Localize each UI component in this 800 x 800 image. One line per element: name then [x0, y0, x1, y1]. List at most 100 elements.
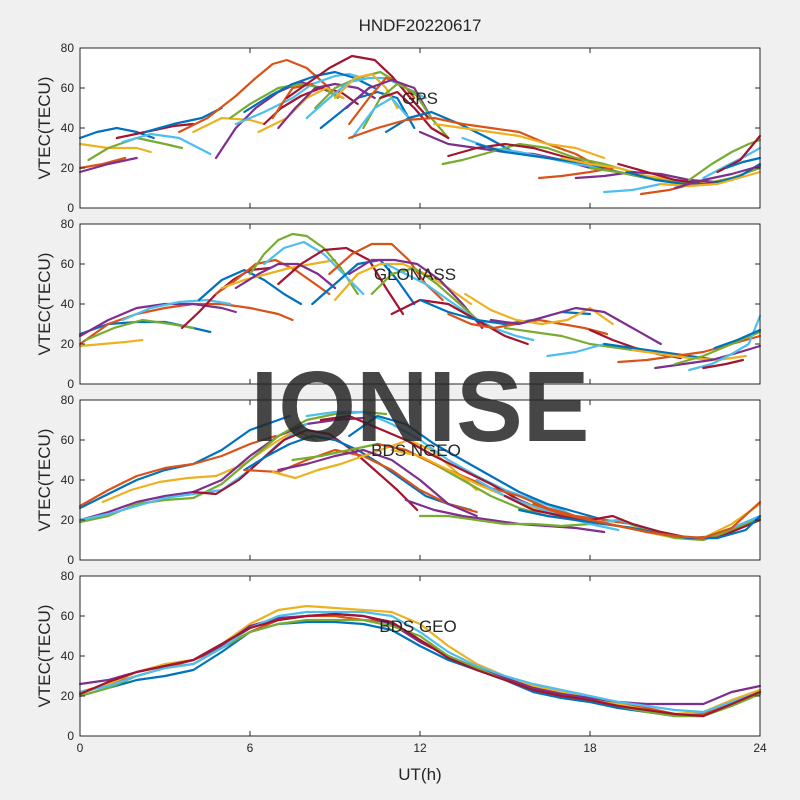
- series-line: [78, 156, 138, 174]
- series-line: [503, 326, 648, 354]
- y-tick-label: 80: [61, 569, 75, 583]
- y-axis-label: VTEC(TECU): [35, 253, 54, 356]
- panel-label: GPS: [402, 89, 438, 108]
- series-line: [489, 306, 662, 346]
- series-line: [234, 262, 337, 290]
- series-line: [345, 78, 433, 120]
- series-line: [724, 156, 762, 170]
- series-line: [192, 116, 266, 134]
- panel-2: 0 20 40 60 80 VTEC(TECU) BDS NGEO: [35, 393, 762, 567]
- series-line: [243, 434, 473, 512]
- y-axis-label: VTEC(TECU): [35, 605, 54, 708]
- y-tick-label: 0: [67, 377, 74, 391]
- y-tick-label: 40: [61, 121, 75, 135]
- y-tick-label: 20: [61, 513, 75, 527]
- y-axis-label: VTEC(TECU): [35, 429, 54, 532]
- series-line: [285, 54, 430, 120]
- series-line: [144, 106, 223, 134]
- series-line: [121, 298, 232, 322]
- series-line: [277, 82, 376, 130]
- series-line: [263, 240, 365, 296]
- series-line: [277, 448, 478, 518]
- y-tick-label: 80: [61, 393, 75, 407]
- series-line: [348, 258, 484, 330]
- y-tick-label: 20: [61, 161, 75, 175]
- series-line: [384, 262, 535, 342]
- series-line: [220, 258, 337, 290]
- x-tick-label: 12: [413, 741, 427, 755]
- series-line: [654, 344, 762, 370]
- y-tick-label: 60: [61, 81, 75, 95]
- series-line: [319, 90, 416, 130]
- series-line: [441, 142, 634, 174]
- series-line: [78, 126, 155, 140]
- y-tick-label: 0: [67, 553, 74, 567]
- series-line: [625, 162, 762, 186]
- series-line: [713, 328, 762, 350]
- series-line: [78, 612, 762, 718]
- y-tick-label: 0: [67, 729, 74, 743]
- series-line: [84, 318, 195, 342]
- series-line: [101, 428, 317, 504]
- series-line: [370, 266, 484, 326]
- series-line: [673, 164, 762, 190]
- x-tick-label: 24: [753, 741, 767, 755]
- series-line: [464, 292, 614, 326]
- series-line: [503, 494, 762, 540]
- figure-title: HNDF20220617: [359, 16, 482, 35]
- series-line: [197, 268, 303, 306]
- series-line: [688, 138, 762, 182]
- series-line: [78, 142, 152, 154]
- series-line: [702, 358, 745, 370]
- series-line: [702, 146, 762, 180]
- y-tick-label: 40: [61, 473, 75, 487]
- series-line: [277, 246, 405, 316]
- series-line: [688, 314, 762, 372]
- panel-3: 0 20 40 60 80 0 6 12 18 24 VTEC(TECU) BDS GEO: [35, 569, 767, 755]
- series-line: [350, 96, 410, 140]
- series-line: [631, 348, 747, 362]
- y-tick-label: 60: [61, 609, 75, 623]
- y-tick-label: 60: [61, 257, 75, 271]
- series-line: [248, 232, 359, 296]
- series-line: [214, 258, 331, 296]
- series-line: [348, 116, 603, 170]
- series-line: [348, 414, 634, 526]
- y-tick-label: 40: [61, 297, 75, 311]
- series-line: [178, 58, 331, 134]
- y-tick-label: 80: [61, 41, 75, 55]
- series-line: [121, 132, 212, 156]
- y-tick-label: 20: [61, 689, 75, 703]
- panel-label: BDS NGEO: [371, 441, 461, 460]
- y-tick-label: 20: [61, 337, 75, 351]
- series-line: [78, 416, 365, 522]
- series-line: [673, 330, 762, 366]
- panel-0: 0 20 40 60 80 VTEC(TECU) GPS: [35, 41, 762, 215]
- series-line: [390, 298, 529, 346]
- plot-area: [80, 48, 760, 208]
- series-line: [659, 170, 762, 188]
- y-tick-label: 80: [61, 217, 75, 231]
- series-line: [78, 610, 762, 714]
- series-line: [78, 156, 127, 170]
- x-axis-label: UT(h): [398, 765, 441, 784]
- x-tick-label: 18: [583, 741, 597, 755]
- y-axis-label: VTEC(TECU): [35, 77, 54, 180]
- series-line: [78, 410, 388, 524]
- y-tick-label: 60: [61, 433, 75, 447]
- series-line: [433, 122, 606, 160]
- series-line: [192, 428, 419, 512]
- y-tick-label: 0: [67, 201, 74, 215]
- watermark: IONISE: [251, 351, 590, 463]
- x-tick-label: 0: [77, 741, 84, 755]
- series-line: [78, 338, 144, 348]
- series-line: [379, 90, 450, 140]
- series-line: [404, 498, 606, 534]
- panel-1: 0 20 40 60 80 VTEC(TECU) GLONASS: [35, 217, 762, 391]
- panel-label: GLONASS: [374, 265, 456, 284]
- panel-label: BDS GEO: [379, 617, 456, 636]
- series-line: [78, 434, 277, 508]
- x-tick-label: 6: [247, 741, 254, 755]
